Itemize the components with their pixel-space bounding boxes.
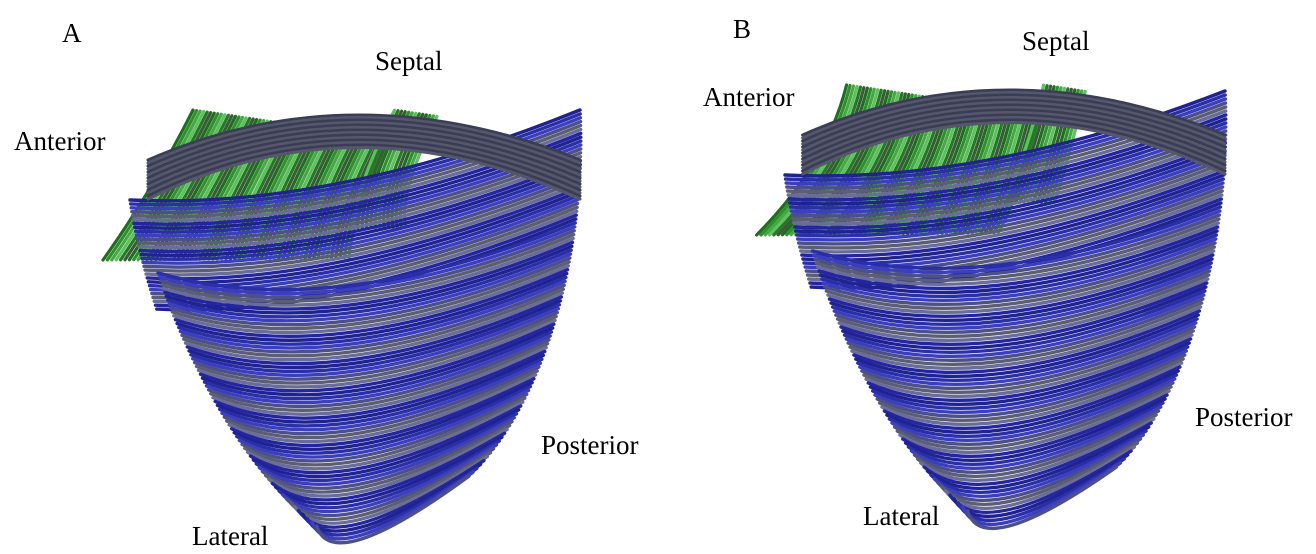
panel-label: B — [733, 14, 751, 44]
panel-label: A — [62, 18, 82, 48]
annotation: Anterior — [703, 82, 794, 112]
figure: A Septal Anterior Posterior Lateral B Se… — [0, 0, 1316, 554]
annotation: Posterior — [1195, 402, 1293, 432]
heart-render-a — [103, 110, 581, 543]
annotation: Posterior — [541, 430, 639, 460]
annotation: Septal — [375, 46, 443, 76]
annotation: Septal — [1022, 26, 1090, 56]
annotation: Lateral — [192, 521, 268, 551]
annotation: Anterior — [14, 126, 105, 156]
heart-render-b — [757, 85, 1226, 528]
annotation: Lateral — [863, 501, 939, 531]
